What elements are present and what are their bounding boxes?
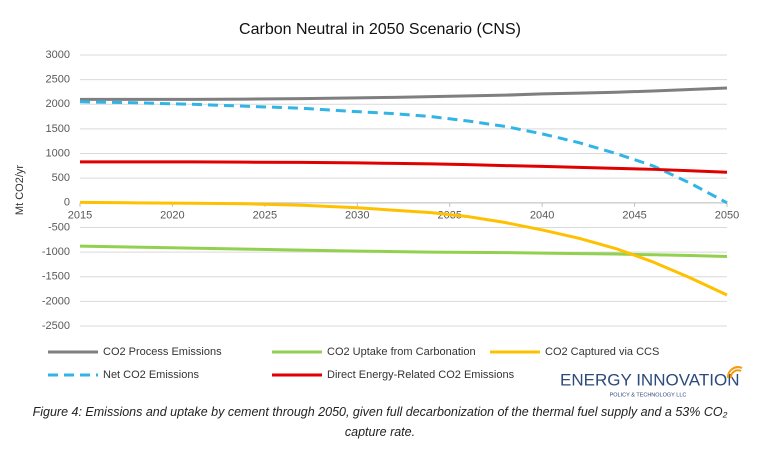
chart-title: Carbon Neutral in 2050 Scenario (CNS) [239,21,521,38]
y-tick-label: -1500 [42,271,70,283]
logo-name: ENERGY INNOVATION [560,370,739,389]
y-tick-label: 1000 [46,147,70,159]
logo-sun [726,366,743,379]
legend-label: CO2 Uptake from Carbonation [327,346,476,358]
x-tick-label: 2040 [530,210,554,222]
y-axis-label: Mt CO2/yr [14,165,26,215]
y-tick-label: 2500 [46,74,70,86]
x-tick-label: 2050 [715,210,739,222]
legend-label: Net CO2 Emissions [103,369,199,381]
y-tick-label: -2000 [42,295,70,307]
chart: Carbon Neutral in 2050 Scenario (CNS) Mt… [14,21,743,398]
caption: Figure 4: Emissions and uptake by cement… [32,405,728,439]
x-tick-label: 2025 [253,210,277,222]
y-tick-label: 0 [64,197,70,209]
series-line [79,200,728,297]
y-tick-label: 1500 [46,123,70,135]
series-line [80,160,728,174]
logo-tagline: POLICY & TECHNOLOGY LLC [610,392,687,398]
x-tick-label: 2030 [345,210,369,222]
y-tick-label: -2500 [42,320,70,332]
legend-label: CO2 Captured via CCS [545,346,659,358]
x-tick-label: 2020 [160,210,184,222]
y-tick-label: 3000 [46,49,70,61]
x-tick-label: 2045 [622,210,646,222]
y-tick-label: 500 [52,172,70,184]
y-tick-label: -500 [48,221,70,233]
series-line [79,100,728,205]
x-tick-label: 2015 [68,210,92,222]
legend-label: Direct Energy-Related CO2 Emissions [327,369,515,381]
legend-label: CO2 Process Emissions [103,346,222,358]
y-tick-label: -1000 [42,246,70,258]
y-tick-label: 2000 [46,98,70,110]
series-line [80,86,728,101]
